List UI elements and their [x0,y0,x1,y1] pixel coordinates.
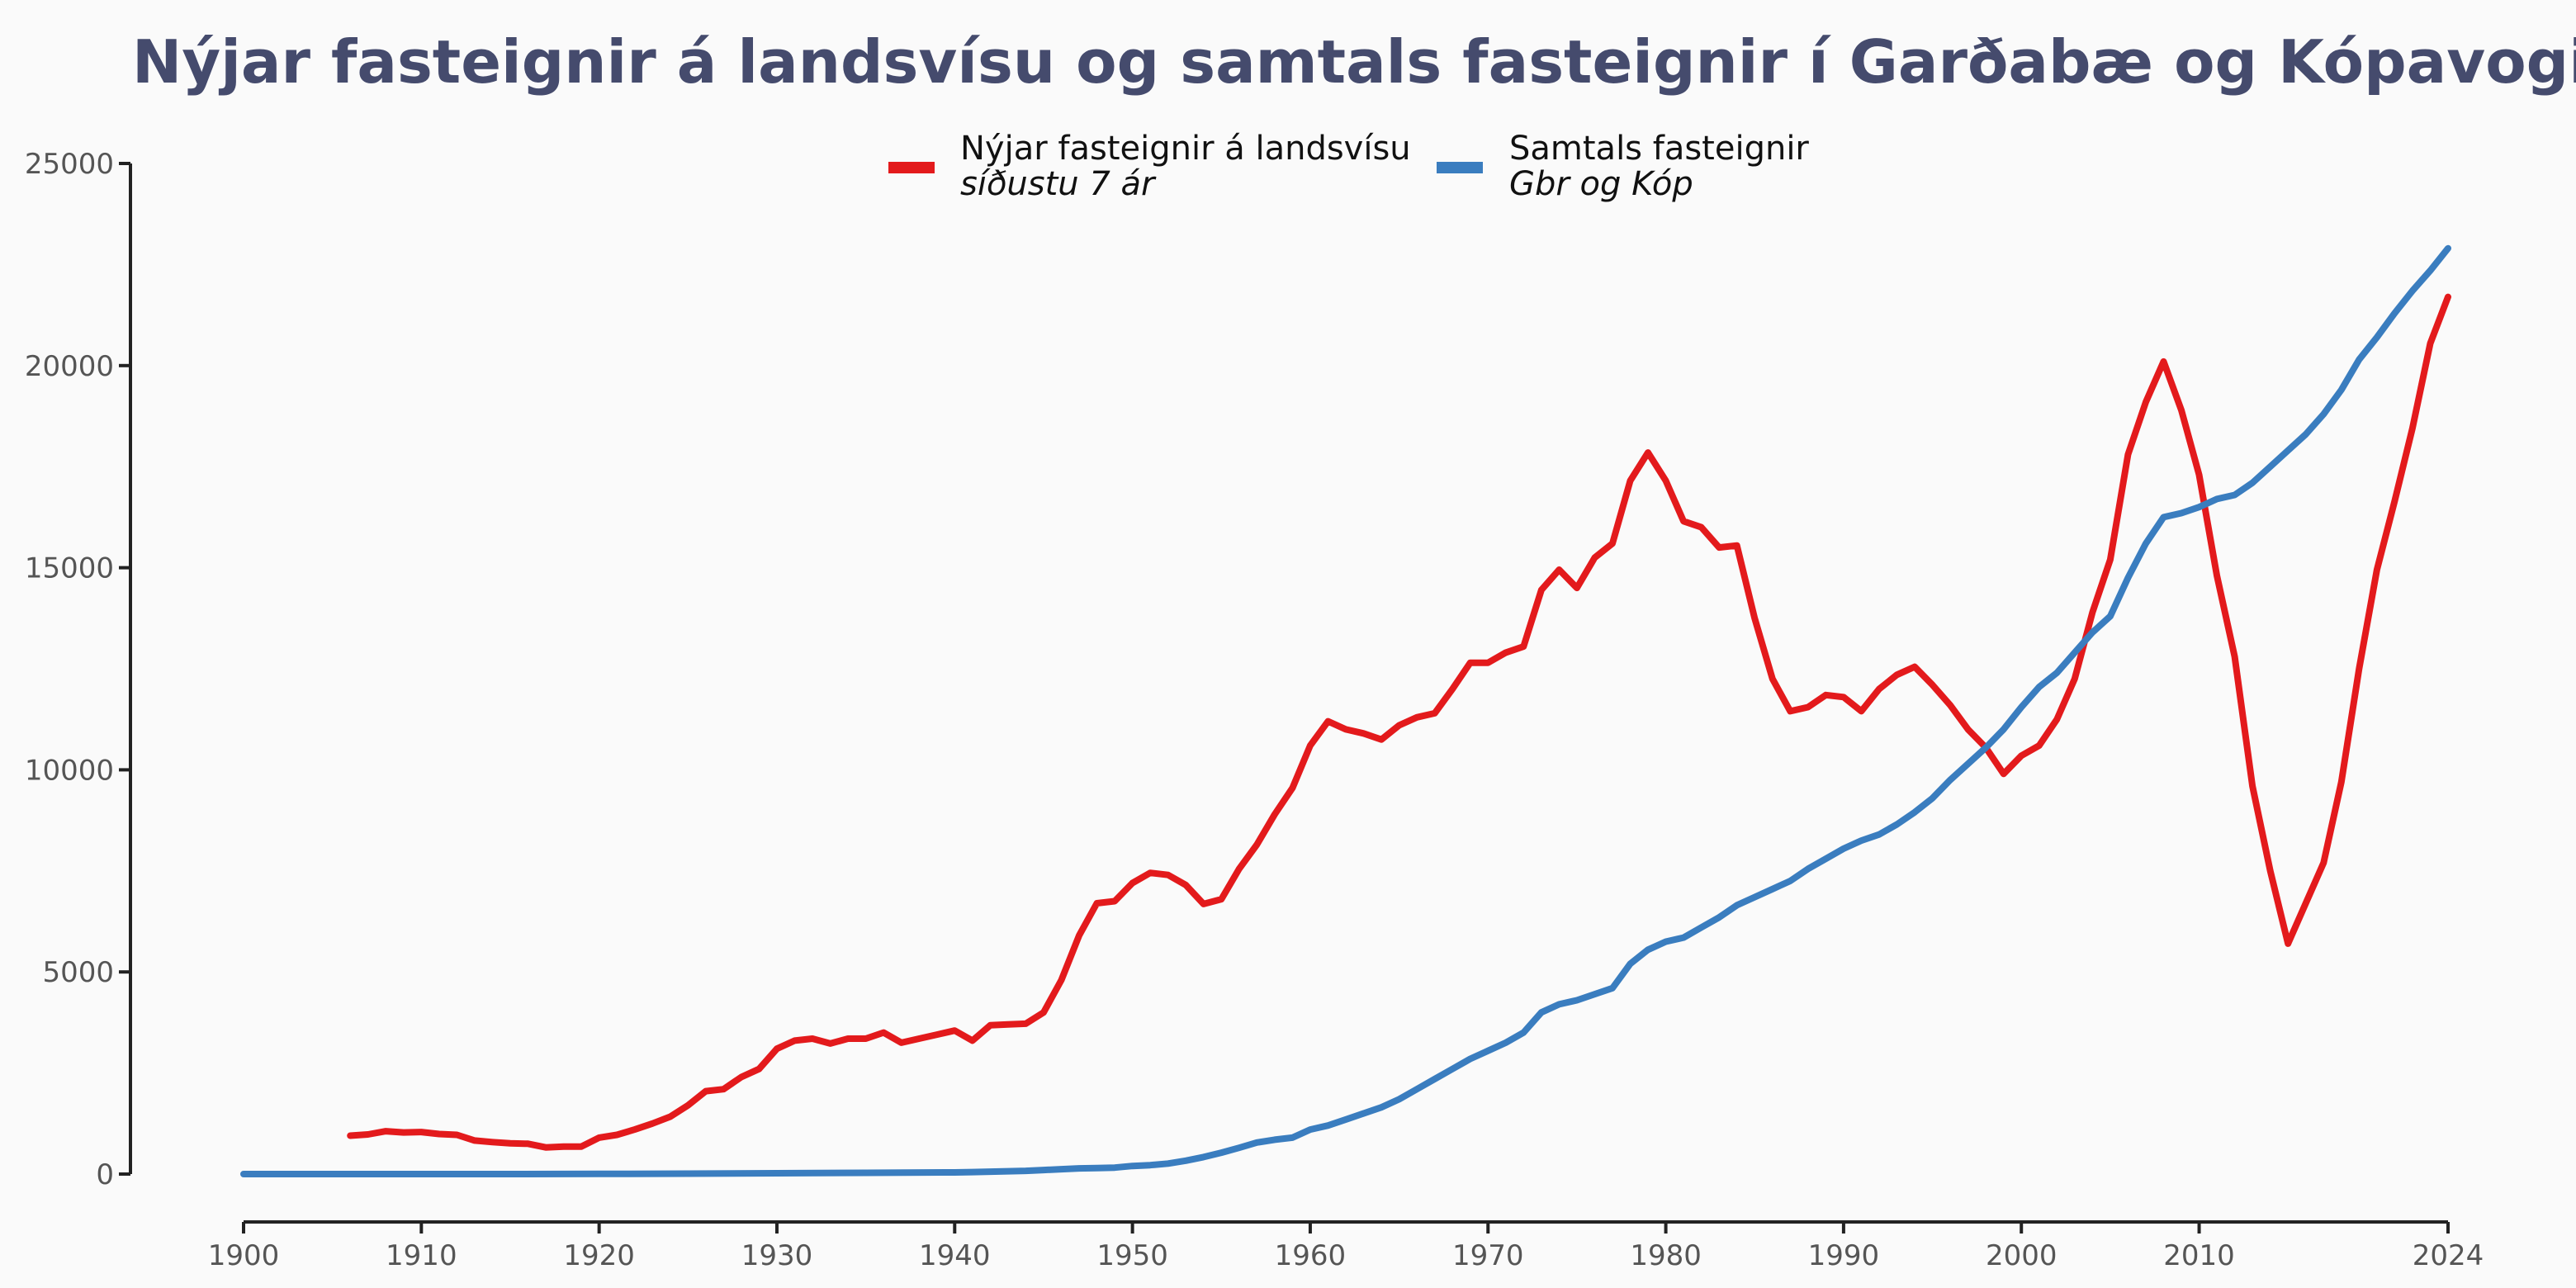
x-tick-label: 2000 [1986,1239,2057,1272]
legend-label-total-properties: Samtals fasteignir [1509,130,1809,168]
y-tick-label: 25000 [25,148,114,181]
x-tick-label: 1980 [1630,1239,1702,1272]
y-tick-label: 5000 [42,956,114,989]
x-tick-label: 2024 [2413,1239,2484,1272]
y-tick-label: 20000 [25,350,114,383]
legend-sublabel-total-properties: Gbr og Kóp [1509,165,1693,203]
x-tick-label: 1930 [741,1239,813,1272]
legend-sublabel-new-properties: síðustu 7 ár [960,165,1157,203]
plot-area [240,244,2451,1177]
x-axis: 1900 1910 1920 1930 1940 1950 1960 1970 1980 1990… [208,1220,2484,1272]
y-tick-label: 15000 [25,552,114,585]
series-line-total-properties [240,244,2451,1177]
x-tick-label: 1910 [386,1239,457,1272]
x-tick-label: 2010 [2163,1239,2235,1272]
y-tick-label: 0 [96,1158,114,1191]
legend-item-total-properties: Samtals fasteignir Gbr og Kóp [1437,130,1809,203]
x-tick-label: 1940 [919,1239,991,1272]
y-axis: 0 5000 10000 15000 20000 25000 [25,148,132,1191]
legend-item-new-properties: Nýjar fasteignir á landsvísu síðustu 7 á… [888,130,1411,203]
x-tick-label: 1990 [1808,1239,1880,1272]
x-tick-label: 1960 [1275,1239,1347,1272]
legend: Nýjar fasteignir á landsvísu síðustu 7 á… [888,130,1809,203]
y-tick-label: 10000 [25,754,114,787]
x-tick-label: 1970 [1452,1239,1524,1272]
chart-title: Nýjar fasteignir á landsvísu og samtals … [132,27,2576,97]
x-tick-label: 1900 [208,1239,280,1272]
x-tick-label: 1920 [563,1239,635,1272]
series-line-new-properties [347,293,2451,1151]
legend-label-new-properties: Nýjar fasteignir á landsvísu [960,130,1411,168]
x-tick-label: 1950 [1096,1239,1168,1272]
